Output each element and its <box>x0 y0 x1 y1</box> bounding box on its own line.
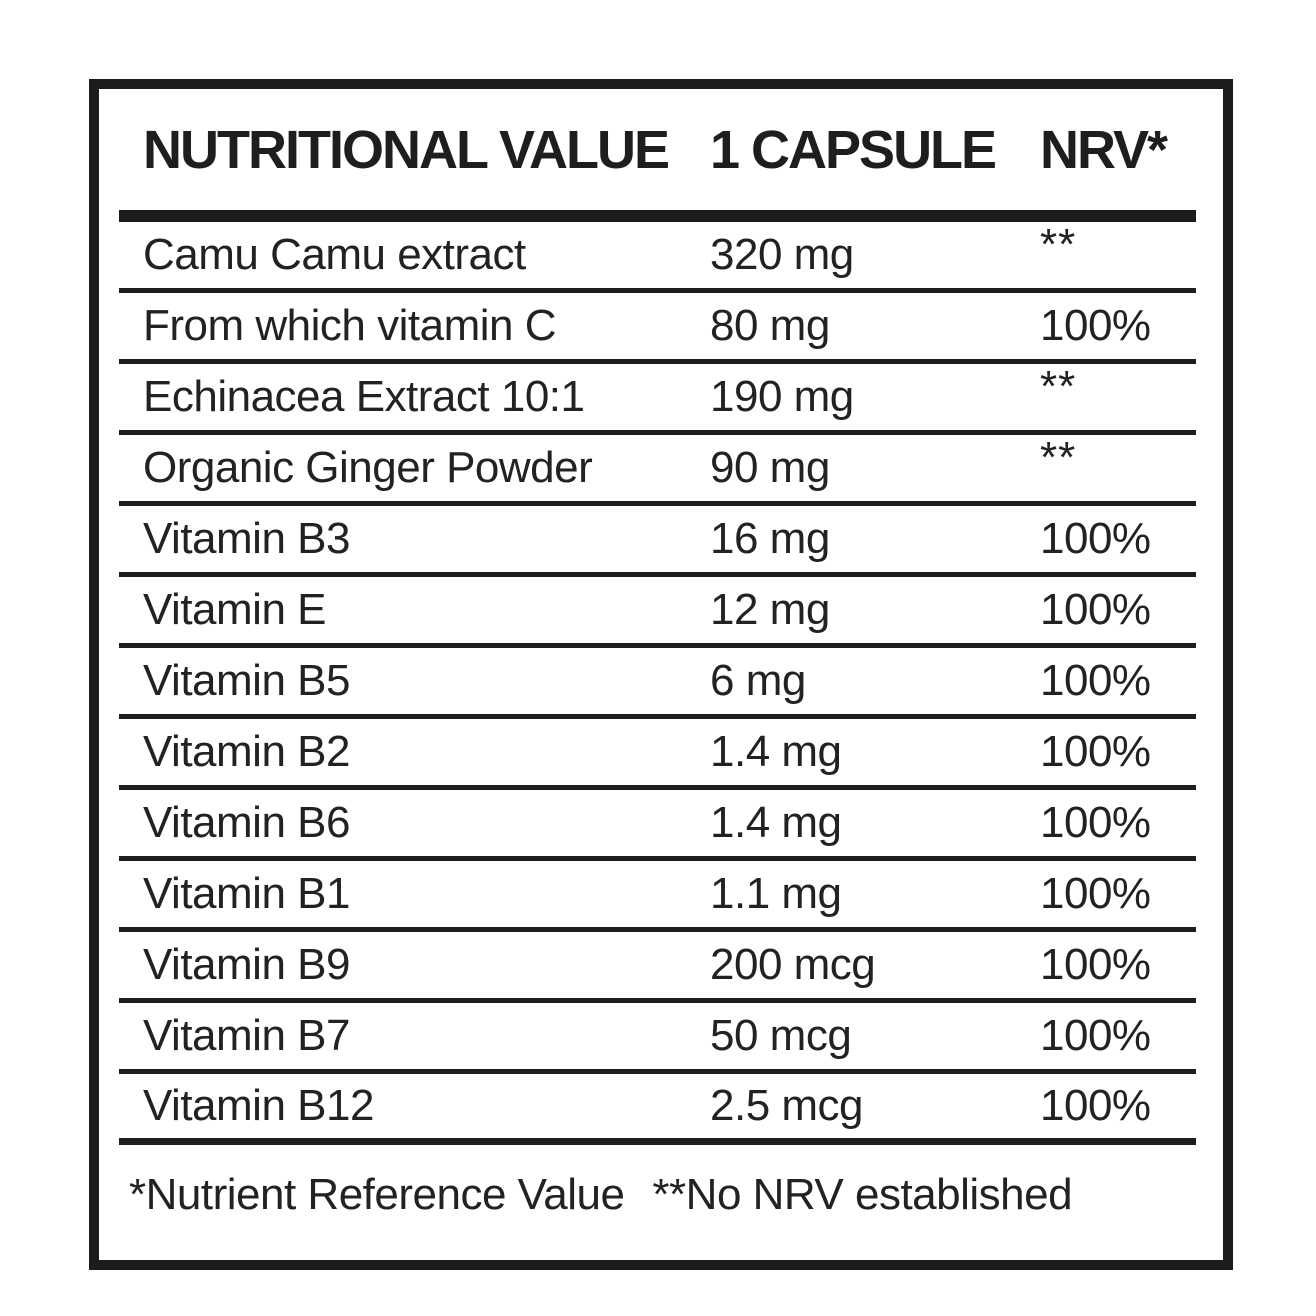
amount-value: 90 mg <box>710 443 830 492</box>
nrv-value: ** <box>1040 220 1077 269</box>
table-header-row: NUTRITIONAL VALUE 1 CAPSULE NRV* <box>99 89 1223 210</box>
nrv-value: 100% <box>1040 727 1151 776</box>
nutrient-name: Vitamin B3 <box>143 514 350 563</box>
table-row: Vitamin B3 16 mg 100% <box>119 506 1196 577</box>
nrv-value: ** <box>1040 362 1077 411</box>
footnotes: *Nutrient Reference Value **No NRV estab… <box>99 1145 1223 1245</box>
label-frame: NUTRITIONAL VALUE 1 CAPSULE NRV* Camu Ca… <box>89 79 1233 1270</box>
amount-value: 1.4 mg <box>710 798 842 847</box>
nrv-value: 100% <box>1040 514 1151 563</box>
nutrient-name: Vitamin B6 <box>143 798 350 847</box>
nutrient-name: Camu Camu extract <box>143 230 526 279</box>
table-row: Echinacea Extract 10:1 190 mg ** <box>119 362 1196 435</box>
header-nrv: NRV* <box>1040 119 1168 180</box>
table-row: Vitamin B5 6 mg 100% <box>119 648 1196 719</box>
amount-value: 190 mg <box>710 372 854 421</box>
nrv-value: 100% <box>1040 1011 1151 1060</box>
nrv-value: 100% <box>1040 869 1151 918</box>
table-row: Camu Camu extract 320 mg ** <box>119 220 1196 293</box>
header-divider-bar <box>119 210 1196 222</box>
nutrient-name: Vitamin B1 <box>143 869 350 918</box>
amount-value: 16 mg <box>710 514 830 563</box>
nrv-value: 100% <box>1040 1081 1151 1130</box>
amount-value: 12 mg <box>710 585 830 634</box>
table-row: Vitamin B1 1.1 mg 100% <box>119 861 1196 932</box>
nrv-value: 100% <box>1040 656 1151 705</box>
nrv-value: 100% <box>1040 940 1151 989</box>
table-row: Vitamin B6 1.4 mg 100% <box>119 790 1196 861</box>
amount-value: 1.4 mg <box>710 727 842 776</box>
amount-value: 6 mg <box>710 656 806 705</box>
table-row: Vitamin B12 2.5 mcg 100% <box>119 1074 1196 1145</box>
amount-value: 80 mg <box>710 301 830 350</box>
nutrient-name: Vitamin B2 <box>143 727 350 776</box>
nutrient-name: Organic Ginger Powder <box>143 443 593 492</box>
amount-value: 200 mcg <box>710 940 876 989</box>
nrv-value: 100% <box>1040 585 1151 634</box>
nutrient-name: Vitamin B9 <box>143 940 350 989</box>
amount-value: 50 mcg <box>710 1011 852 1060</box>
amount-value: 320 mg <box>710 230 854 279</box>
nrv-value: 100% <box>1040 798 1151 847</box>
header-nutritional-value: NUTRITIONAL VALUE <box>143 119 670 180</box>
nutrient-name: Vitamin B5 <box>143 656 350 705</box>
nrv-value: ** <box>1040 433 1077 482</box>
table-row: Vitamin B9 200 mcg 100% <box>119 932 1196 1003</box>
table-row: Organic Ginger Powder 90 mg ** <box>119 433 1196 506</box>
footnote-nrv: *Nutrient Reference Value <box>129 1170 625 1219</box>
table-row: Vitamin B7 50 mcg 100% <box>119 1003 1196 1074</box>
nutrient-name: Vitamin B12 <box>143 1081 374 1130</box>
nutrient-name: Echinacea Extract 10:1 <box>143 372 585 421</box>
table-row: Vitamin B2 1.4 mg 100% <box>119 719 1196 790</box>
table-row: From which vitamin C 80 mg 100% <box>119 293 1196 364</box>
nutrient-table-body: Camu Camu extract 320 mg ** From which v… <box>119 220 1196 1145</box>
nutrient-name: From which vitamin C <box>143 301 556 350</box>
amount-value: 2.5 mcg <box>710 1081 864 1130</box>
header-1-capsule: 1 CAPSULE <box>710 119 997 180</box>
nrv-value: 100% <box>1040 301 1151 350</box>
nutrient-name: Vitamin E <box>143 585 327 634</box>
footnote-no-nrv: **No NRV established <box>652 1170 1073 1219</box>
table-row: Vitamin E 12 mg 100% <box>119 577 1196 648</box>
amount-value: 1.1 mg <box>710 869 842 918</box>
nutrient-name: Vitamin B7 <box>143 1011 350 1060</box>
